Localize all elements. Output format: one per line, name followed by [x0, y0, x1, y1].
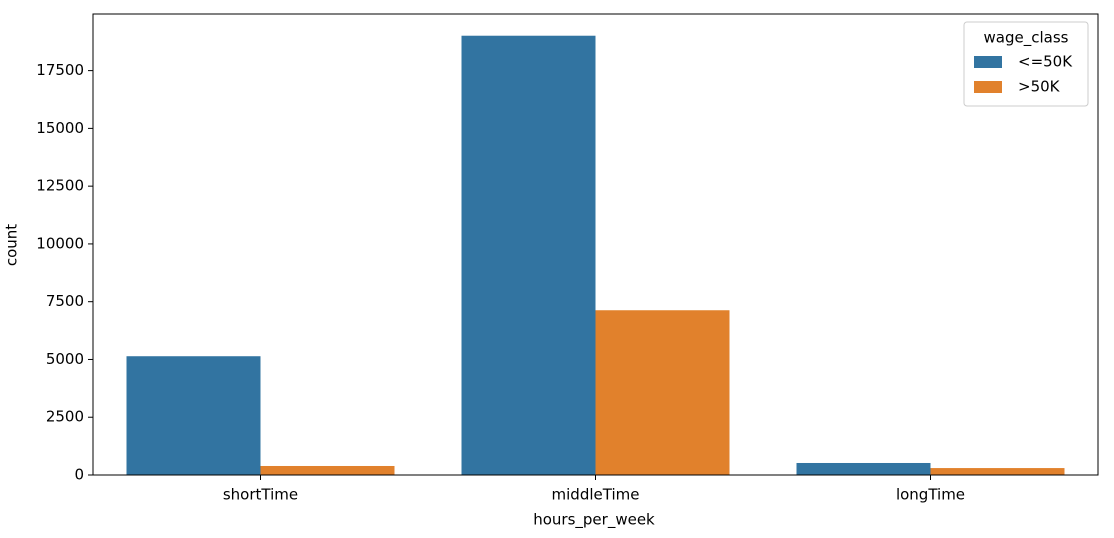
y-tick-label: 10000	[36, 234, 84, 252]
y-tick-label: 5000	[46, 350, 84, 368]
bar	[930, 468, 1065, 475]
bar	[461, 35, 596, 475]
plot-frame	[92, 13, 1099, 476]
legend-title: wage_class	[984, 29, 1069, 48]
y-tick-label: 17500	[36, 61, 84, 79]
x-tick-label: shortTime	[223, 486, 298, 504]
y-tick-label: 12500	[36, 177, 84, 195]
legend-swatch	[974, 81, 1002, 93]
bar	[126, 356, 261, 475]
y-tick-label: 15000	[36, 119, 84, 137]
legend-label: >50K	[1018, 78, 1061, 96]
x-tick-label: longTime	[896, 486, 965, 504]
legend-label: <=50K	[1018, 53, 1073, 71]
bar	[595, 310, 730, 475]
legend-swatch	[974, 56, 1002, 68]
bar	[796, 462, 931, 475]
x-axis-label: hours_per_week	[533, 511, 655, 530]
y-axis-label: count	[3, 224, 21, 266]
y-tick-label: 2500	[46, 408, 84, 426]
bar	[260, 465, 395, 475]
x-tick-label: middleTime	[552, 486, 640, 504]
y-tick-label: 0	[74, 466, 84, 484]
y-tick-label: 7500	[46, 292, 84, 310]
